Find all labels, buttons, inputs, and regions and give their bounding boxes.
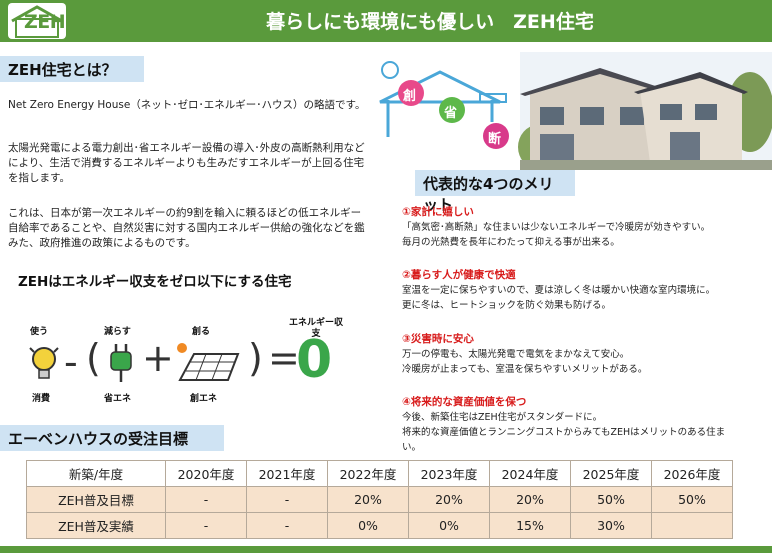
table-header-cell: 新築/年度: [26, 460, 166, 487]
save-energy-label: 省エネ: [104, 394, 132, 404]
table-cell: 30%: [570, 512, 652, 539]
table-cell: 50%: [651, 486, 733, 513]
table-cell: -: [165, 512, 247, 539]
merit-line: 今後、新築住宅はZEH住宅がスタンダードに。: [402, 412, 603, 423]
footer-bar: [0, 546, 772, 553]
balance-label: エネルギー収支: [288, 318, 343, 339]
use-label: 使う: [30, 327, 49, 337]
gen-energy-label: 創エネ: [190, 394, 218, 404]
table-cell: 20%: [408, 486, 490, 513]
table-header-cell: 2021年度: [246, 460, 328, 487]
table-header-cell: 2022年度: [327, 460, 409, 487]
merit-line: 万一の停電も、太陽光発電で電気をまかなえて安心。: [402, 349, 630, 360]
about-paragraph-3: これは、日本が第一次エネルギーの約9割を輸入に頼るほどの低エネルギー自給率である…: [8, 207, 365, 249]
merit-line: 毎月の光熱費を長年にわたって抑える事が出来る。: [402, 237, 620, 248]
table-row: ZEH普及目標 - - 20% 20% 20% 50% 50%: [26, 486, 733, 513]
close-paren: ): [248, 336, 263, 380]
zero-result: 0: [296, 330, 333, 390]
table-row: ZEH普及実績 - - 0% 0% 15% 30%: [26, 512, 733, 539]
table-cell: 20%: [489, 486, 571, 513]
merit-item: ④将来的な資産価値を保つ 今後、新築住宅はZEH住宅がスタンダードに。 将来的な…: [402, 395, 762, 455]
table-cell: 50%: [570, 486, 652, 513]
page-title: 暮らしにも環境にも優しい ZEH住宅: [266, 11, 594, 33]
table-cell: -: [165, 486, 247, 513]
table-cell: 0%: [408, 512, 490, 539]
header-bar: ZEH 暮らしにも環境にも優しい ZEH住宅: [0, 0, 772, 42]
table-cell: [651, 512, 733, 539]
table-cell: 15%: [489, 512, 571, 539]
plus-sign: +: [142, 336, 174, 380]
solar-panel-icon: [172, 340, 242, 386]
about-paragraph-1: Net Zero Energy House（ネット･ゼロ･エネルギー･ハウス）の…: [8, 99, 366, 111]
minus-sign: -: [64, 340, 78, 384]
zero-energy-title: ZEHはエネルギー収支をゼロ以下にする住宅: [18, 274, 292, 290]
merit-line: 室温を一定に保ちやすいので、夏は涼しく冬は暖かい快適な室内環境に。: [402, 285, 716, 296]
targets-table: 新築/年度 2020年度 2021年度 2022年度 2023年度 2024年度…: [26, 460, 733, 539]
targets-heading: エーベンハウスの受注目標: [0, 425, 224, 451]
house-illustration: 創 省 断: [370, 52, 772, 170]
reduce-label: 減らす: [104, 327, 131, 337]
logo-text: ZEH: [24, 11, 66, 33]
equals-sign: =: [268, 336, 300, 380]
table-cell: ZEH普及実績: [26, 512, 166, 539]
table-header-cell: 2024年度: [489, 460, 571, 487]
table-cell: -: [246, 486, 328, 513]
merit-line: 「高気密･高断熱」な住まいは少ないエネルギーで冷暖房が効きやすい。: [402, 222, 711, 233]
table-header-cell: 2023年度: [408, 460, 490, 487]
table-header-cell: 2020年度: [165, 460, 247, 487]
plug-icon: [106, 342, 136, 384]
open-paren: (: [86, 336, 101, 380]
zeh-logo: ZEH: [8, 3, 66, 39]
table-header-cell: 2026年度: [651, 460, 733, 487]
create-label: 創る: [192, 327, 211, 337]
merit-line: い。: [402, 442, 422, 453]
about-heading: ZEH住宅とは？: [0, 56, 144, 82]
table-header-row: 新築/年度 2020年度 2021年度 2022年度 2023年度 2024年度…: [26, 460, 733, 487]
table-cell: -: [246, 512, 328, 539]
badge-save: 省: [444, 106, 458, 121]
merit-line: 冷暖房が止まっても、室温を保ちやすいメリットがある。: [402, 364, 648, 375]
table-cell: 0%: [327, 512, 409, 539]
about-paragraph-2: 太陽光発電による電力創出･省エネルギー設備の導入･外皮の高断熱利用などにより、生…: [8, 142, 365, 184]
bulb-icon: [28, 342, 60, 384]
merit-title: ④将来的な資産価値を保つ: [402, 396, 527, 408]
merit-title: ③災害時に安心: [402, 333, 474, 345]
table-cell: ZEH普及目標: [26, 486, 166, 513]
consume-label: 消費: [32, 394, 51, 404]
merit-item: ②暮らす人が健康で快適 室温を一定に保ちやすいので、夏は涼しく冬は暖かい快適な室…: [402, 268, 762, 313]
merit-title: ②暮らす人が健康で快適: [402, 269, 516, 281]
merit-item: ③災害時に安心 万一の停電も、太陽光発電で電気をまかなえて安心。 冷暖房が止まっ…: [402, 332, 762, 377]
merit-item: ①家計に嬉しい 「高気密･高断熱」な住まいは少ないエネルギーで冷暖房が効きやすい…: [402, 205, 762, 250]
table-header-cell: 2025年度: [570, 460, 652, 487]
merit-line: 将来的な資産価値とランニングコストからみてもZEHはメリットのある住ま: [402, 427, 726, 438]
merit-title: ①家計に嬉しい: [402, 206, 474, 218]
merits-heading: 代表的な4つのメリット: [415, 170, 575, 214]
badge-create: 創: [403, 89, 417, 104]
table-cell: 20%: [327, 486, 409, 513]
merit-line: 更に冬は、ヒートショックを防ぐ効果も防げる。: [402, 300, 612, 311]
badge-insulate: 断: [488, 132, 502, 147]
